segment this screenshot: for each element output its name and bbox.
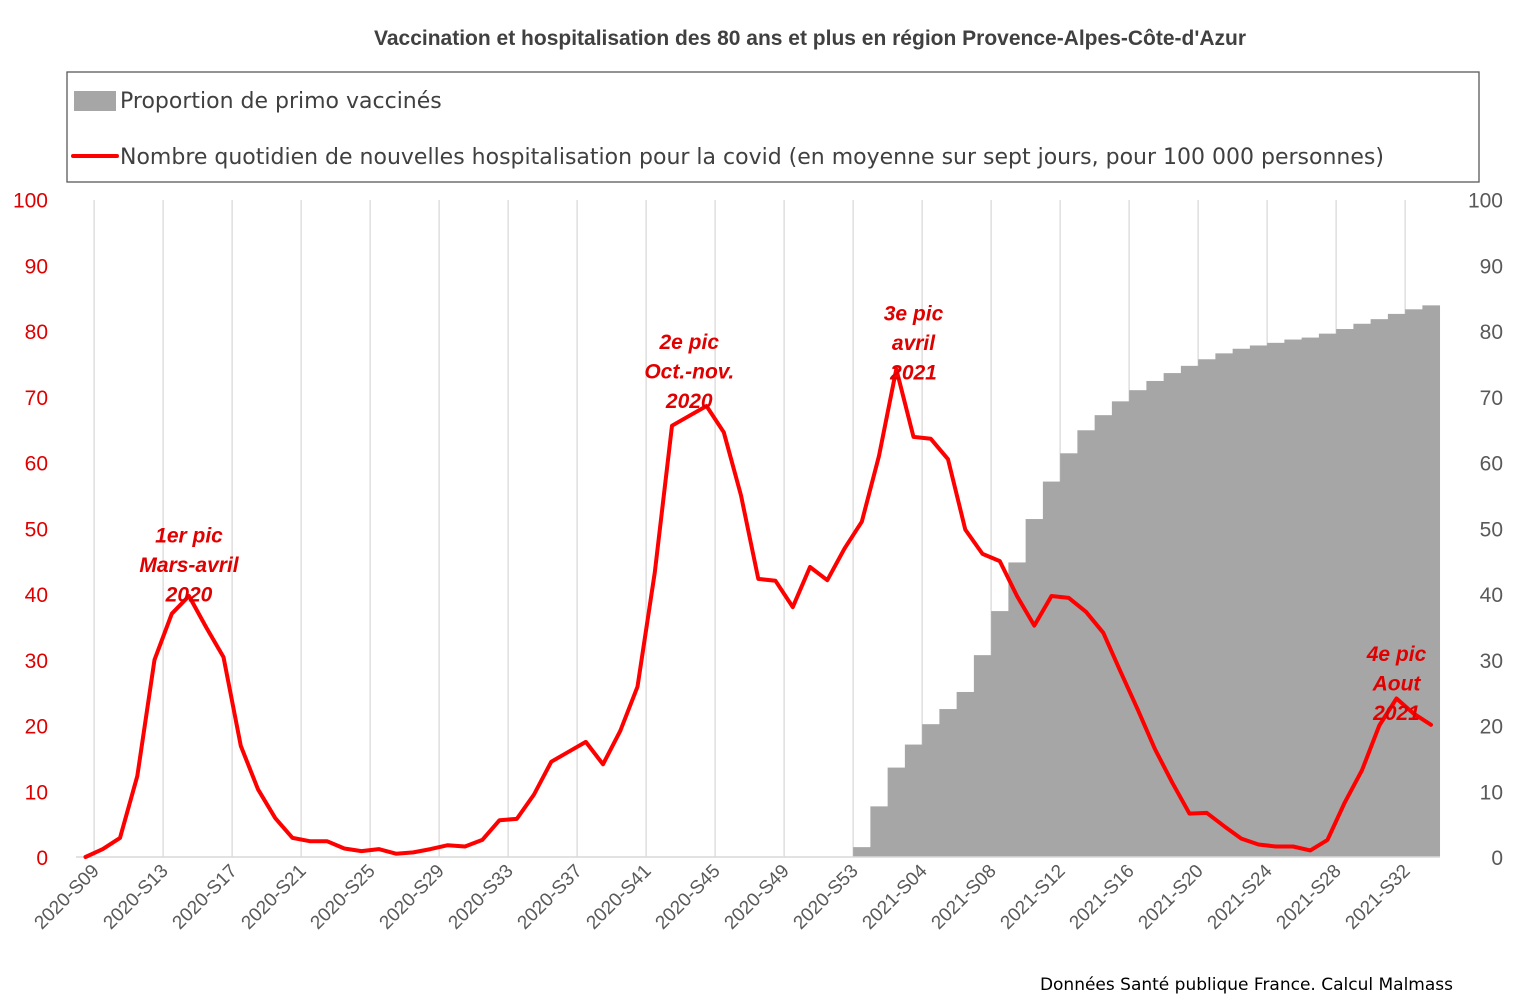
vaccination-bar <box>1405 309 1423 857</box>
vaccination-bar <box>973 655 992 857</box>
vaccination-bar <box>1318 333 1337 857</box>
peak-annotation-line: Mars-avril <box>139 554 239 577</box>
vaccination-bar <box>939 709 958 857</box>
vaccination-bar <box>1422 305 1441 857</box>
vaccination-bar <box>1129 390 1147 857</box>
legend-box <box>66 71 1480 183</box>
peak-annotation-line: Oct.-nov. <box>644 360 734 383</box>
vaccination-bar <box>1267 342 1285 858</box>
peak-annotation-line: 4e pic <box>1366 643 1427 666</box>
vaccination-bar <box>1163 373 1182 857</box>
right-tick-label: 30 <box>1480 650 1503 673</box>
peak-annotation-line: 2021 <box>889 361 937 384</box>
peak-annotation-line: 2021 <box>1372 702 1420 725</box>
vaccination-bar <box>1336 329 1354 858</box>
left-tick-label: 70 <box>25 387 48 410</box>
vaccination-bar <box>1111 401 1130 857</box>
vaccination-bar <box>1198 359 1216 857</box>
hospitalisation-series-line <box>83 367 1433 859</box>
vaccination-bar <box>1284 339 1303 857</box>
right-tick-label: 20 <box>1480 716 1503 739</box>
vaccination-bar <box>1249 345 1268 857</box>
peak-annotation-line: Aout <box>1372 673 1422 696</box>
legend-label-vaccination: Proportion de primo vaccinés <box>120 89 442 114</box>
vaccination-bar <box>956 691 975 857</box>
legend-swatch-vaccination <box>74 91 116 111</box>
legend: Proportion de primo vaccinés Nombre quot… <box>66 71 1480 183</box>
vaccination-bar <box>1301 337 1320 857</box>
left-tick-label: 0 <box>36 847 48 870</box>
peak-annotation-line: 2020 <box>665 390 713 413</box>
right-tick-label: 80 <box>1480 321 1503 344</box>
vaccination-bar <box>853 847 871 857</box>
vaccination-bar <box>1215 353 1234 857</box>
source-note: Données Santé publique France. Calcul Ma… <box>1040 975 1453 995</box>
vaccination-bar <box>1232 348 1251 857</box>
vaccination-bar <box>1180 365 1199 857</box>
right-axis-labels: 0 10 20 30 40 50 60 70 80 90 100 <box>1468 190 1503 871</box>
left-tick-label: 60 <box>25 453 48 476</box>
peak-annotation-line: 2e pic <box>658 331 719 354</box>
vaccination-bar <box>887 767 906 857</box>
vaccination-bar <box>1146 380 1165 857</box>
vaccination-bar <box>991 611 1009 857</box>
left-tick-label: 90 <box>25 255 48 278</box>
vaccination-bar <box>1060 453 1078 857</box>
left-tick-label: 10 <box>25 781 48 804</box>
right-tick-label: 60 <box>1480 453 1503 476</box>
right-tick-label: 100 <box>1468 190 1503 213</box>
left-tick-label: 80 <box>25 321 48 344</box>
vaccination-bar <box>1042 481 1061 857</box>
legend-label-hospitalisation: Nombre quotidien de nouvelles hospitalis… <box>120 145 1384 170</box>
vaccination-bar <box>904 744 923 857</box>
hospitalisation-line <box>83 367 1433 859</box>
left-tick-label: 20 <box>25 716 48 739</box>
left-tick-label: 40 <box>25 584 48 607</box>
vaccination-bar <box>870 806 889 857</box>
vaccination-bar <box>922 724 940 857</box>
chart-title: Vaccination et hospitalisation des 80 an… <box>374 27 1246 50</box>
peak-annotation-line: 1er pic <box>155 525 223 548</box>
vaccination-bar <box>1370 319 1389 857</box>
right-tick-label: 50 <box>1480 518 1503 541</box>
left-tick-label: 100 <box>13 190 48 213</box>
peak-annotation-line: 2020 <box>165 584 213 607</box>
vaccination-bar <box>1077 430 1096 857</box>
vaccination-bar <box>1025 519 1044 857</box>
right-tick-label: 0 <box>1491 847 1503 870</box>
peak-annotation-line: avril <box>892 332 936 355</box>
right-tick-label: 40 <box>1480 584 1503 607</box>
vaccination-bar <box>1008 562 1027 857</box>
left-axis-labels: 0 10 20 30 40 50 60 70 80 90 100 <box>13 190 48 871</box>
vaccination-bar <box>1387 313 1406 857</box>
peak-annotation-line: 3e pic <box>884 302 944 325</box>
left-tick-label: 50 <box>25 518 48 541</box>
right-tick-label: 70 <box>1480 387 1503 410</box>
right-tick-label: 90 <box>1480 255 1503 278</box>
peak-annotations: 1er pic Mars-avril 2020 2e pic Oct.-nov. 2020… <box>139 302 1426 725</box>
right-tick-label: 10 <box>1480 781 1503 804</box>
left-tick-label: 30 <box>25 650 48 673</box>
vaccination-bar <box>1353 323 1372 858</box>
